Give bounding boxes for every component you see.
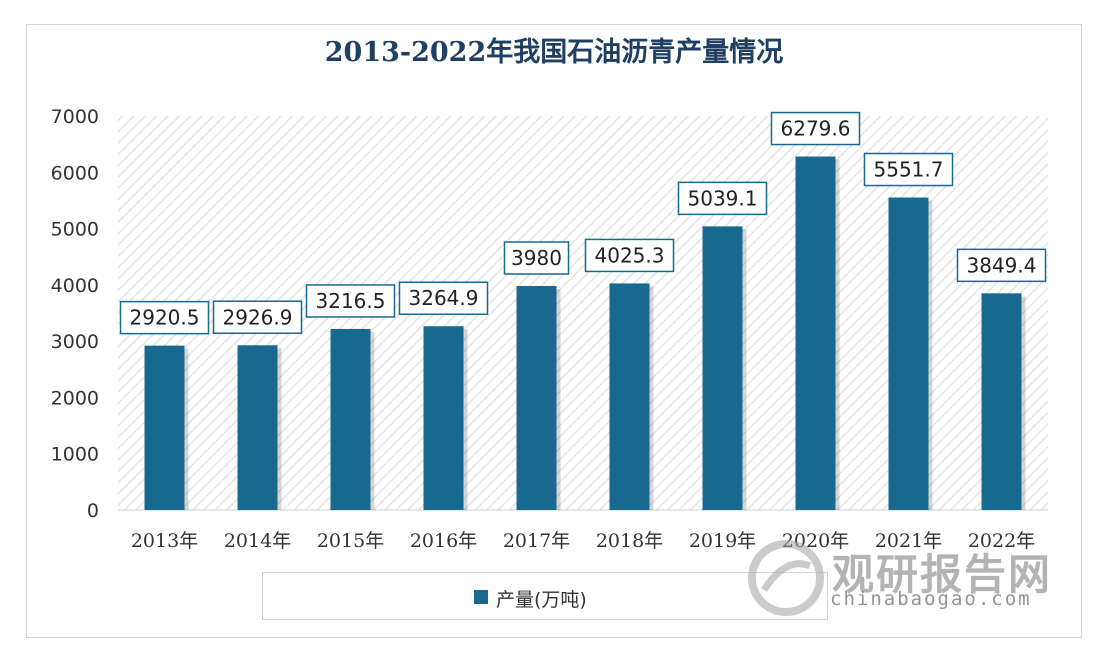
y-tick-label: 3000 [51, 331, 99, 353]
x-tick-label: 2021年 [875, 530, 942, 552]
data-label: 5551.7 [874, 158, 944, 182]
x-tick-label: 2018年 [596, 530, 663, 552]
bar [144, 345, 185, 510]
data-label-box [956, 248, 1047, 283]
bar [795, 156, 836, 511]
data-label-box [212, 300, 303, 335]
x-tick-label: 2016年 [410, 530, 477, 552]
data-label: 4025.3 [595, 243, 665, 267]
watermark-en-text: chinabaogao.com [830, 588, 1032, 610]
y-tick-label: 6000 [51, 162, 99, 184]
data-labels: 2920.5 2926.9 3216.5 3264.9 3980 4025.3 5039.1… [119, 111, 1047, 335]
y-tick-label: 1000 [51, 444, 99, 466]
watermark-logo-icon [748, 540, 824, 616]
y-tick-label: 2000 [51, 387, 99, 409]
data-label-box [398, 281, 489, 315]
x-tick-label: 2013年 [131, 530, 198, 552]
data-label-box [677, 181, 768, 216]
x-tick-label: 2014年 [224, 530, 291, 552]
data-label-box [863, 152, 954, 187]
bar [330, 328, 371, 510]
data-label-box [584, 238, 675, 273]
legend: 产量(万吨) [262, 572, 828, 620]
bar [702, 226, 743, 510]
y-tick-label: 4000 [51, 275, 99, 297]
data-label-box [305, 284, 396, 318]
data-label: 6279.6 [781, 117, 851, 141]
y-tick-label: 0 [87, 500, 99, 522]
data-label: 2926.9 [223, 305, 293, 329]
bar [237, 345, 278, 510]
data-label: 3264.9 [409, 286, 479, 310]
data-label: 3980 [511, 246, 562, 270]
legend-label: 产量(万吨) [496, 589, 587, 611]
bars [144, 156, 1026, 511]
data-label: 2920.5 [130, 306, 200, 330]
x-tick-label: 2017年 [503, 530, 570, 552]
data-label-box [119, 300, 210, 335]
data-label: 5039.1 [688, 186, 758, 210]
data-label-box [770, 111, 861, 146]
data-label-box [503, 241, 570, 275]
bar [888, 197, 929, 510]
y-axis: 0 1000 2000 3000 4000 5000 6000 7000 [51, 106, 99, 522]
bar [609, 283, 650, 510]
data-label: 3216.5 [316, 289, 386, 313]
bar [516, 285, 557, 510]
chart-title: 2013-2022年我国石油沥青产量情况 [324, 37, 784, 68]
x-tick-label: 2019年 [689, 530, 756, 552]
watermark-cn-text: 观研报告网 [832, 550, 1053, 599]
legend-swatch [474, 590, 488, 604]
data-label: 3849.4 [967, 253, 1037, 277]
x-tick-label: 2022年 [968, 530, 1035, 552]
y-tick-label: 5000 [51, 219, 99, 241]
y-tick-label: 7000 [51, 106, 99, 128]
x-tick-label: 2015年 [317, 530, 384, 552]
bar [423, 326, 464, 510]
bar [981, 293, 1022, 510]
